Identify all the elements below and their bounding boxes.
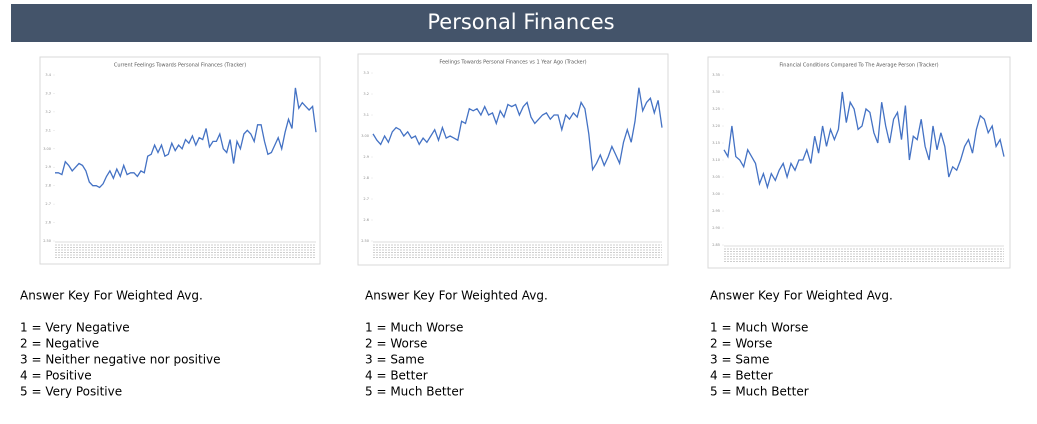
y-tick-label: 3.1 [363,113,369,117]
y-tick-label: 2.95 [712,209,720,213]
y-tick-label: 3.35 [712,73,720,77]
answer-key-item: 5 = Much Better [365,385,464,399]
y-tick-label: 2.9 [45,165,51,169]
answer-key-item: 4 = Better [365,369,428,383]
y-tick-label: 2.90 [712,226,720,230]
chart-frame [39,56,321,265]
answer-key-heading: Answer Key For Weighted Avg. [20,289,203,303]
answer-key-item: 4 = Positive [20,369,92,383]
header-bar [11,4,1032,42]
y-tick-label: 2.50 [43,239,51,243]
answer-key-item: 1 = Much Worse [710,321,808,335]
y-tick-label: 3.20 [712,124,720,128]
y-tick-label: 3.00 [361,134,369,138]
data-line [723,91,1005,190]
page-title: Personal Finances [427,10,614,34]
chart-title: Feelings Towards Personal Finances vs 1 … [439,60,586,66]
answer-key-item: 2 = Worse [365,337,427,351]
answer-key-item: 3 = Same [710,353,769,367]
y-tick-label: 3.05 [712,175,720,179]
data-line [55,87,317,189]
y-tick-label: 3.30 [712,90,720,94]
y-tick-label: 3.10 [712,158,720,162]
y-tick-label: 3.1 [45,128,51,132]
answer-key-heading: Answer Key For Weighted Avg. [710,289,893,303]
answer-key-item: 2 = Negative [20,337,99,351]
y-tick-label: 3.25 [712,107,720,111]
y-tick-label: 3.00 [43,147,51,151]
y-tick-label: 3.15 [712,141,720,145]
y-tick-label: 3.3 [363,71,369,75]
answer-key-item: 4 = Better [710,369,773,383]
y-tick-label: 3.4 [45,73,51,77]
y-tick-label: 3.2 [363,92,369,96]
data-line [372,87,663,172]
y-tick-label: 2.6 [45,221,51,225]
y-tick-label: 2.6 [363,218,369,222]
answer-key-item: 5 = Much Better [710,385,809,399]
chart-title: Current Feelings Towards Personal Financ… [114,63,246,69]
y-tick-label: 2.85 [712,243,720,247]
answer-key-heading: Answer Key For Weighted Avg. [365,289,548,303]
y-tick-label: 3.00 [712,192,720,196]
chart-frame [707,56,1011,269]
y-tick-label: 2.9 [363,155,369,159]
answer-key-item: 3 = Same [365,353,424,367]
y-tick-label: 2.8 [363,176,369,180]
answer-key-item: 2 = Worse [710,337,772,351]
y-tick-label: 2.8 [45,184,51,188]
answer-key-item: 5 = Very Positive [20,385,122,399]
answer-key-item: 1 = Very Negative [20,321,130,335]
y-tick-label: 3.3 [45,91,51,95]
chart-title: Financial Conditions Compared To The Ave… [779,63,938,69]
chart-frame [357,53,669,266]
y-tick-label: 2.50 [361,239,369,243]
answer-key-item: 3 = Neither negative nor positive [20,353,221,367]
answer-key-item: 1 = Much Worse [365,321,463,335]
y-tick-label: 2.7 [363,197,369,201]
y-tick-label: 3.2 [45,110,51,114]
y-tick-label: 2.7 [45,202,51,206]
